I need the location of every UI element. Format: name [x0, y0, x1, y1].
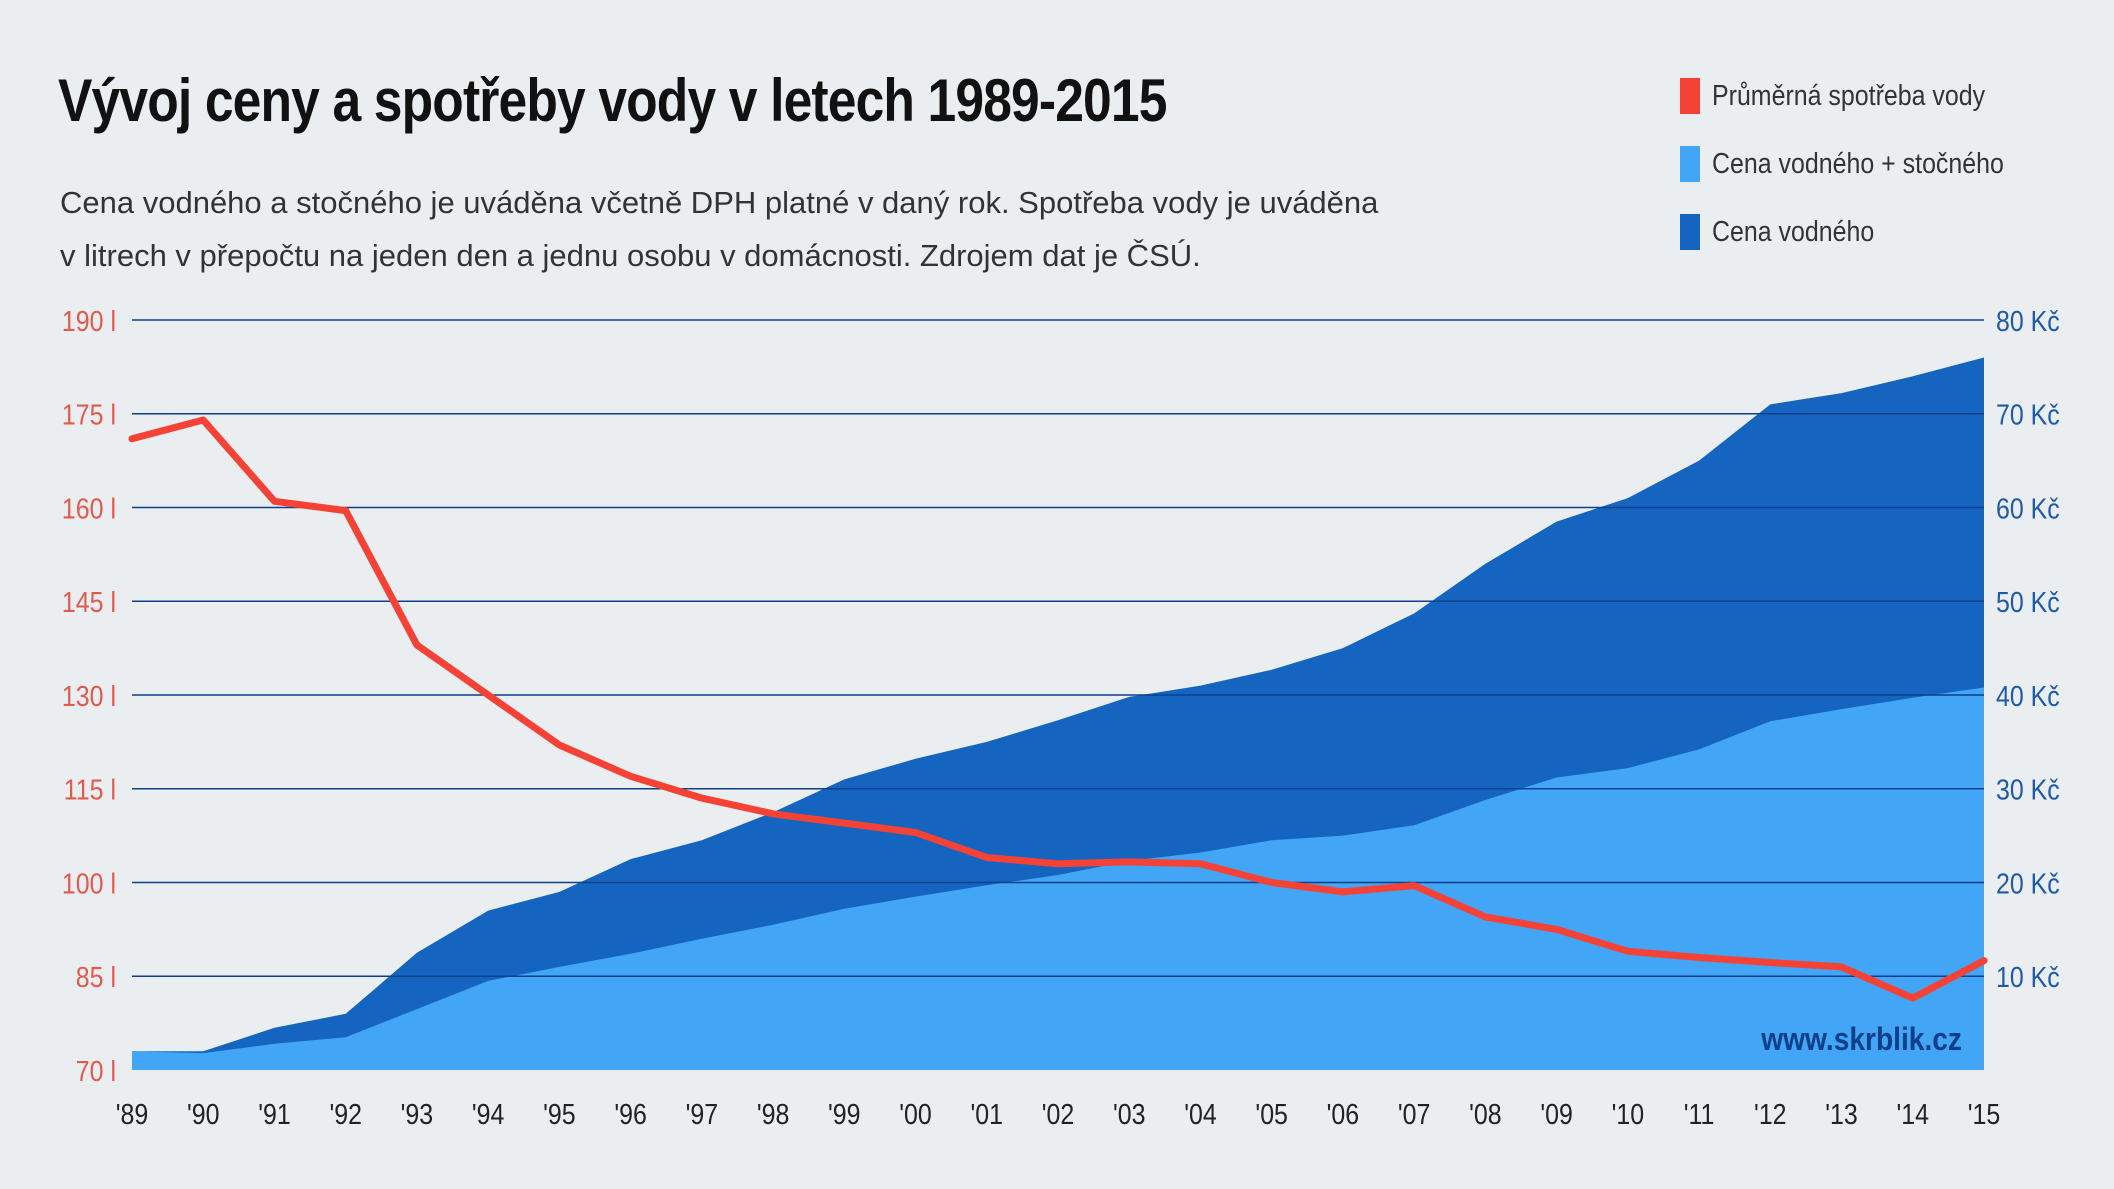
- subtitle-line-1: Cena vodného a stočného je uváděna včetn…: [60, 185, 1379, 220]
- legend-label-total-price: Cena vodného + stočného: [1712, 147, 2004, 180]
- right-axis-tick-label: 30 Kč: [1996, 774, 2060, 806]
- x-axis-tick-label: '90: [187, 1098, 219, 1130]
- legend-label-water-price: Cena vodného: [1712, 215, 1875, 248]
- x-axis-tick-label: '04: [1184, 1098, 1216, 1130]
- data-point-consumption: [629, 774, 633, 778]
- right-axis-tick-label: 50 Kč: [1996, 587, 2060, 619]
- left-axis-tick-label: 145 l: [62, 587, 116, 619]
- data-point-consumption: [1056, 862, 1060, 866]
- legend-swatch-water-price: [1680, 214, 1700, 250]
- right-axis-tick-label: 70 Kč: [1996, 399, 2060, 431]
- chart-title: Vývoj ceny a spotřeby vody v letech 1989…: [58, 67, 1167, 134]
- x-axis-tick-label: '13: [1825, 1098, 1857, 1130]
- x-axis-tick-label: '97: [686, 1098, 718, 1130]
- legend-swatch-total-price: [1680, 146, 1700, 182]
- data-point-consumption: [1270, 881, 1274, 884]
- x-axis-tick-label: '08: [1469, 1098, 1501, 1130]
- x-axis-tick-label: '94: [472, 1098, 504, 1130]
- legend-swatch-consumption: [1680, 78, 1700, 114]
- subtitle-line-2: v litrech v přepočtu na jeden den a jedn…: [60, 238, 1201, 273]
- data-point-consumption: [771, 812, 775, 816]
- data-point-consumption: [1198, 862, 1202, 866]
- x-axis-tick-label: '11: [1684, 1098, 1715, 1130]
- left-axis-tick-label: 85 l: [76, 962, 116, 994]
- x-axis-tick-label: '89: [116, 1098, 148, 1130]
- left-axis-tick-label: 115 l: [64, 774, 116, 806]
- x-axis-tick-label: '92: [329, 1098, 361, 1130]
- left-axis-tick-label: 130 l: [62, 680, 116, 712]
- right-axis-tick-label: 40 Kč: [1996, 680, 2060, 712]
- data-point-consumption: [1697, 956, 1701, 959]
- legend-item-consumption: Průměrná spotřeba vody: [1680, 78, 2051, 114]
- data-point-consumption: [1555, 927, 1559, 931]
- chart-legend: Průměrná spotřeba vody Cena vodného + st…: [1680, 78, 2051, 282]
- data-point-consumption: [700, 796, 704, 800]
- x-axis-tick-label: '99: [828, 1098, 860, 1130]
- left-axis-tick-label: 175 l: [62, 399, 116, 431]
- chart-subtitle: Cena vodného a stočného je uváděna včetn…: [60, 176, 1378, 282]
- data-point-consumption: [130, 437, 134, 441]
- legend-item-water-price: Cena vodného: [1680, 214, 2051, 250]
- data-point-consumption: [914, 831, 918, 834]
- data-point-consumption: [415, 643, 419, 647]
- right-axis-tick-label: 20 Kč: [1996, 868, 2060, 900]
- data-point-consumption: [1341, 890, 1345, 894]
- watermark: www.skrblik.cz: [1760, 1022, 1962, 1057]
- x-axis-tick-label: '95: [543, 1098, 575, 1130]
- right-axis-tick-label: 10 Kč: [1996, 962, 2060, 994]
- data-point-consumption: [486, 693, 490, 697]
- data-point-consumption: [1768, 961, 1772, 964]
- data-point-consumption: [1626, 949, 1630, 953]
- data-point-consumption: [272, 499, 276, 503]
- x-axis-tick-label: '98: [757, 1098, 789, 1130]
- x-axis-tick-label: '02: [1042, 1098, 1074, 1130]
- data-point-consumption: [557, 743, 561, 747]
- data-point-consumption: [344, 509, 348, 513]
- left-axis-tick-label: 190 l: [62, 305, 116, 337]
- left-axis-tick-label: 70 l: [76, 1055, 116, 1087]
- data-point-consumption: [1982, 959, 1986, 963]
- data-point-consumption: [1840, 965, 1844, 969]
- right-axis-tick-label: 60 Kč: [1996, 493, 2060, 525]
- data-point-consumption: [1483, 915, 1487, 919]
- x-axis-tick-label: '06: [1327, 1098, 1359, 1130]
- data-point-consumption: [842, 821, 846, 825]
- x-axis-tick-label: '10: [1612, 1098, 1644, 1130]
- x-axis-tick-label: '05: [1255, 1098, 1287, 1130]
- x-axis-tick-label: '91: [258, 1098, 290, 1130]
- x-axis-tick-label: '93: [401, 1098, 433, 1130]
- left-axis-tick-label: 160 l: [62, 493, 116, 525]
- x-axis-tick-label: '09: [1540, 1098, 1572, 1130]
- data-point-consumption: [985, 856, 989, 859]
- data-point-consumption: [1127, 860, 1131, 864]
- x-axis-tick-label: '96: [614, 1098, 646, 1130]
- legend-label-consumption: Průměrná spotřeba vody: [1712, 79, 1986, 112]
- x-axis-tick-label: '01: [971, 1098, 1003, 1130]
- x-axis-tick-label: '15: [1968, 1098, 2000, 1130]
- x-axis-tick-label: '00: [899, 1098, 931, 1130]
- x-axis-tick-label: '07: [1398, 1098, 1430, 1130]
- data-point-consumption: [201, 418, 205, 422]
- data-point-consumption: [1911, 996, 1915, 1000]
- x-axis-tick-label: '14: [1897, 1098, 1929, 1130]
- legend-item-total-price: Cena vodného + stočného: [1680, 146, 2051, 182]
- data-point-consumption: [1412, 884, 1416, 888]
- x-axis-tick-label: '03: [1113, 1098, 1145, 1130]
- x-axis-tick-label: '12: [1754, 1098, 1786, 1130]
- left-axis-tick-label: 100 l: [62, 868, 116, 900]
- right-axis-tick-label: 80 Kč: [1996, 305, 2060, 337]
- area-water-price: [132, 687, 1984, 1070]
